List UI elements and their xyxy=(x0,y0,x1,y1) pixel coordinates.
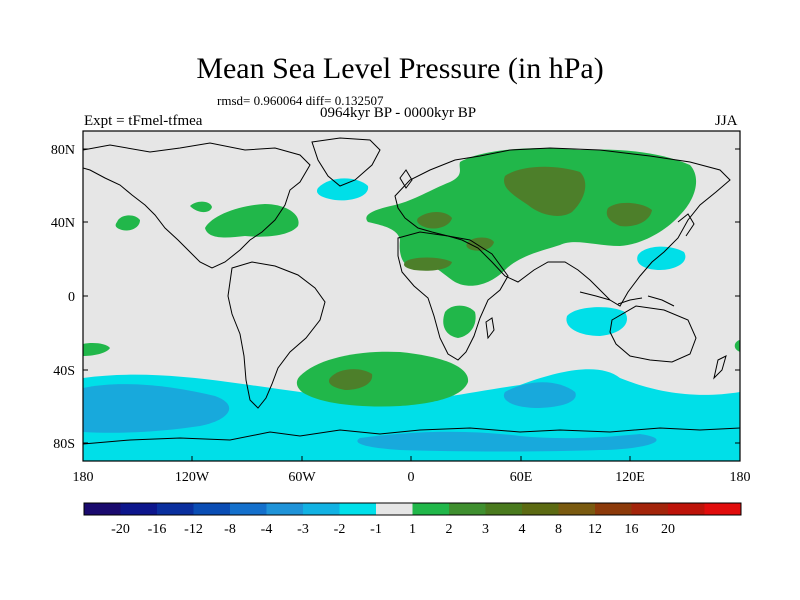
legend-label: -12 xyxy=(184,522,203,537)
legend-frame xyxy=(83,502,742,516)
eurasia-green-anomaly xyxy=(366,148,697,286)
x-tick-label: 60E xyxy=(510,470,533,485)
y-tick-label: 0 xyxy=(68,290,75,305)
legend-label: 20 xyxy=(661,522,675,537)
southern-ocean-cyan-band xyxy=(83,369,740,461)
south-pacific-blue-anomaly xyxy=(83,384,230,433)
legend-swatch xyxy=(303,503,340,515)
south-atlantic-green-anomaly xyxy=(296,351,469,407)
north-america-green-anomaly xyxy=(205,204,299,238)
legend-swatch xyxy=(522,503,559,515)
north-america-coastline xyxy=(83,142,311,269)
southwest-pacific-green-anomaly xyxy=(83,343,110,356)
x-tick-label: 180 xyxy=(73,470,94,485)
legend-swatch xyxy=(84,503,121,515)
north-pacific-green-anomaly xyxy=(190,201,212,213)
x-tick-label: 180 xyxy=(730,470,751,485)
legend-label: 16 xyxy=(625,522,639,537)
siberia-dark-anomaly xyxy=(606,202,652,227)
period-text: 0964kyr BP - 0000kyr BP xyxy=(320,105,477,121)
legend-label: -8 xyxy=(224,522,236,537)
legend-label: 2 xyxy=(446,522,453,537)
uk-coastline xyxy=(399,169,413,189)
y-axis: 80N 40N 0 40S 80S xyxy=(51,143,740,452)
legend-label: 4 xyxy=(519,522,526,537)
north-atlantic-cyan-anomaly xyxy=(316,178,369,201)
east-edge-green-anomaly xyxy=(734,340,740,352)
australia-coastline xyxy=(609,305,697,363)
legend-swatch xyxy=(339,503,376,515)
pacific-small-green-anomaly xyxy=(115,215,140,231)
japan-coastline xyxy=(677,213,695,237)
x-tick-label: 120W xyxy=(175,470,210,485)
legend-swatch xyxy=(193,503,230,515)
legend-swatch xyxy=(412,503,449,515)
africa-coastline xyxy=(397,231,509,361)
south-indian-blue-anomaly xyxy=(503,382,576,408)
figure-title: Mean Sea Level Pressure (in hPa) xyxy=(196,52,604,85)
legend-swatch xyxy=(266,503,303,515)
south-america-coastline xyxy=(227,261,326,409)
indonesia-coastline xyxy=(579,291,675,307)
central-asia-dark-anomaly xyxy=(504,166,586,216)
legend-label: -20 xyxy=(111,522,130,537)
legend-swatch xyxy=(631,503,668,515)
color-legend: -20 -16 -12 -8 -4 -3 -2 -1 1 2 3 4 8 12 … xyxy=(83,502,742,537)
legend-swatch xyxy=(230,503,267,515)
legend-label: 12 xyxy=(588,522,602,537)
legend-swatch xyxy=(157,503,194,515)
y-tick-label: 40N xyxy=(51,216,75,231)
y-tick-label: 80S xyxy=(53,437,75,452)
season-label: JJA xyxy=(715,113,738,129)
x-axis: 180 120W 60W 0 60E 120E 180 xyxy=(73,456,751,485)
antarctic-blue-anomaly xyxy=(357,431,657,452)
legend-swatch xyxy=(668,503,705,515)
y-tick-label: 80N xyxy=(51,143,75,158)
legend-label: -3 xyxy=(297,522,309,537)
legend-swatch xyxy=(485,503,522,515)
legend-swatch xyxy=(449,503,486,515)
legend-label: -2 xyxy=(334,522,346,537)
legend-swatch xyxy=(558,503,595,515)
sahara-dark-anomaly xyxy=(404,257,452,271)
legend-label: 1 xyxy=(409,522,416,537)
experiment-label: Expt = tFmel-tfmea xyxy=(84,113,203,129)
legend-swatch xyxy=(120,503,157,515)
legend-label: 3 xyxy=(482,522,489,537)
legend-label: -1 xyxy=(370,522,382,537)
indian-ocean-cyan-anomaly xyxy=(566,307,628,336)
legend-label: -16 xyxy=(148,522,167,537)
legend-swatch xyxy=(704,503,741,515)
legend-swatch xyxy=(376,503,413,515)
legend-swatch xyxy=(595,503,632,515)
x-tick-label: 60W xyxy=(288,470,316,485)
y-tick-label: 40S xyxy=(53,364,75,379)
eurasia-coastline xyxy=(394,147,731,307)
x-tick-label: 120E xyxy=(615,470,645,485)
stats-text: rmsd= 0.960064 diff= 0.132507 xyxy=(217,93,384,108)
west-pacific-cyan-anomaly xyxy=(637,246,686,270)
antarctica-coastline xyxy=(83,427,740,445)
coastlines xyxy=(83,137,740,445)
south-atlantic-dark-anomaly xyxy=(328,369,373,390)
map-field xyxy=(83,131,740,461)
arabia-dark-anomaly xyxy=(466,237,494,251)
south-africa-green-anomaly xyxy=(443,305,476,338)
mediterranean-dark-anomaly xyxy=(417,212,452,229)
legend-label: -4 xyxy=(261,522,273,537)
madagascar-coastline xyxy=(485,317,495,340)
x-tick-label: 0 xyxy=(408,470,415,485)
greenland-coastline xyxy=(311,137,381,187)
new-zealand-coastline xyxy=(713,355,727,380)
legend-label: 8 xyxy=(555,522,562,537)
